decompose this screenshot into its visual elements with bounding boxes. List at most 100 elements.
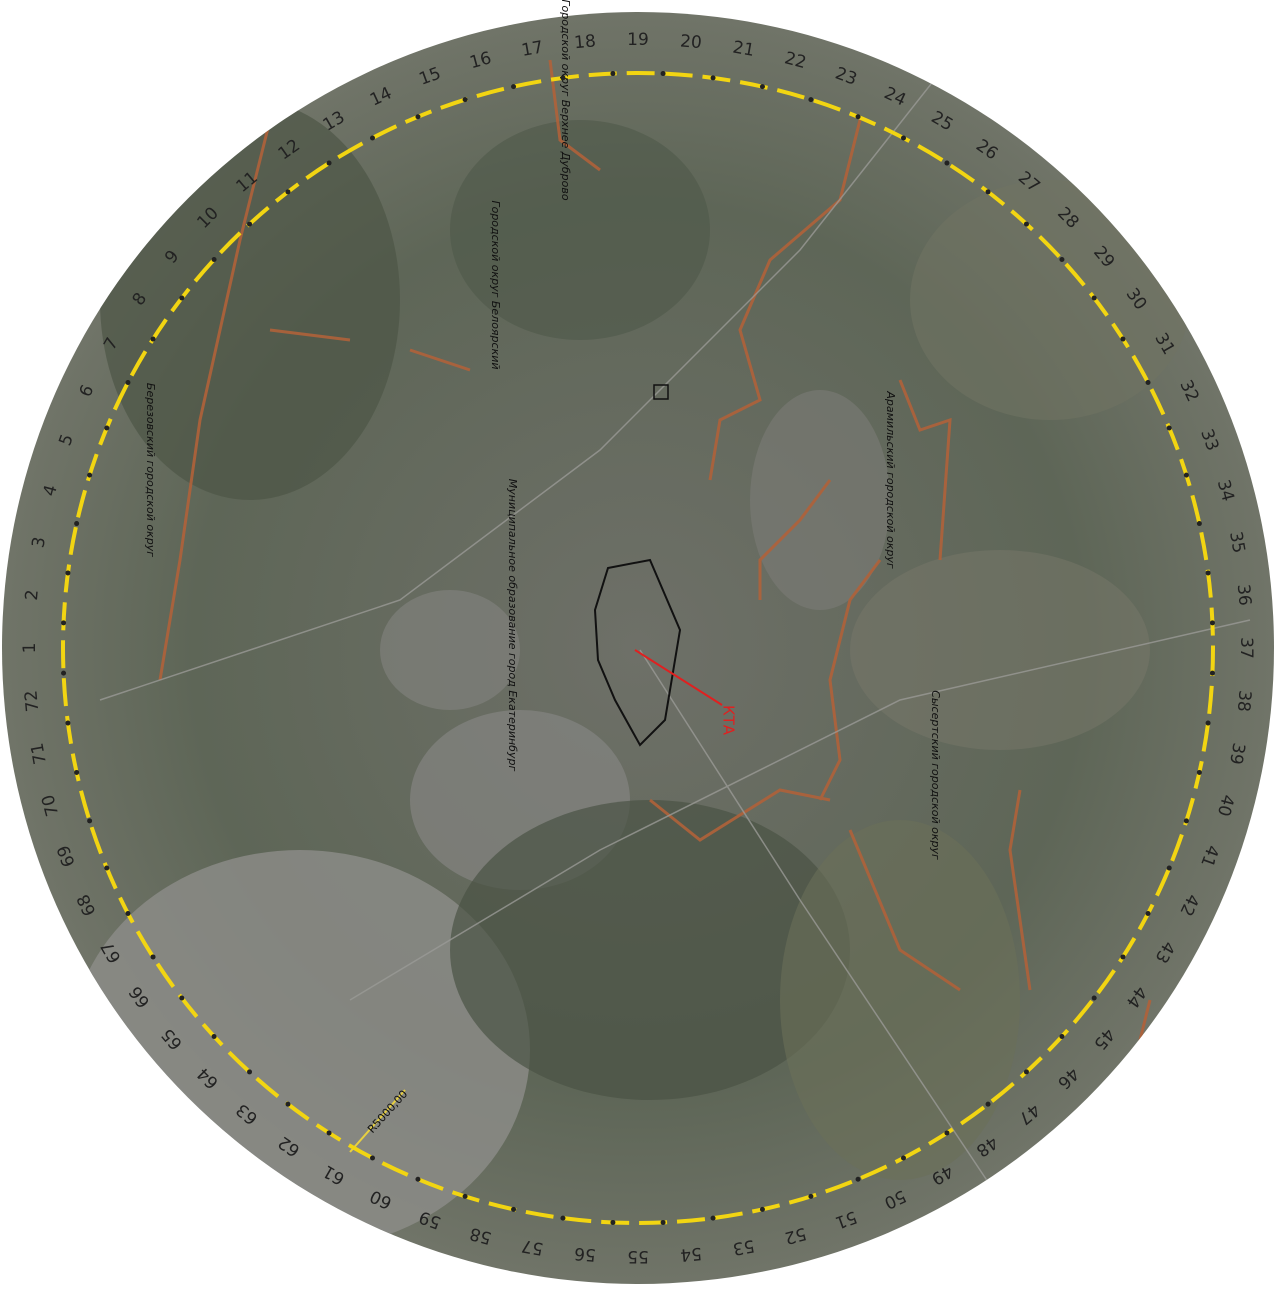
region-label: Арамильский городской округ bbox=[884, 390, 897, 568]
sector-tick bbox=[1120, 954, 1126, 960]
kta-line bbox=[634, 649, 723, 706]
sector-tick bbox=[65, 570, 71, 576]
sector-label: 54 bbox=[679, 1243, 702, 1265]
sector-tick bbox=[74, 521, 80, 527]
sector-tick bbox=[511, 1206, 517, 1212]
sector-tick bbox=[901, 1155, 907, 1161]
sector-label: 71 bbox=[28, 741, 51, 766]
sector-tick bbox=[1166, 425, 1172, 431]
sector-tick bbox=[247, 221, 253, 227]
sector-tick bbox=[150, 336, 156, 342]
sector-tick bbox=[285, 1101, 291, 1107]
sector-circle bbox=[61, 71, 1215, 1225]
sector-label: 2 bbox=[22, 589, 43, 602]
sector-tick bbox=[150, 954, 156, 960]
sector-tick bbox=[1209, 620, 1215, 626]
sector-label: 4 bbox=[40, 483, 62, 499]
sector-tick bbox=[326, 1130, 332, 1136]
sector-tick bbox=[74, 769, 80, 775]
sector-tick bbox=[1059, 257, 1065, 263]
sector-tick bbox=[560, 1215, 566, 1221]
sector-tick bbox=[511, 84, 517, 90]
sector-tick bbox=[985, 189, 991, 195]
sector-tick bbox=[1091, 995, 1097, 1001]
sector-tick bbox=[415, 114, 421, 120]
sector-tick bbox=[710, 75, 716, 81]
sector-tick bbox=[759, 1206, 765, 1212]
sector-tick bbox=[855, 1176, 861, 1182]
sector-tick bbox=[87, 818, 93, 824]
sector-tick bbox=[1120, 336, 1126, 342]
sector-label: 56 bbox=[573, 1243, 596, 1265]
region-label: Муниципальное образование город Екатерин… bbox=[506, 479, 519, 772]
region-label: Городской округ Верхнее Дуброво bbox=[559, 0, 572, 201]
sector-tick bbox=[710, 1215, 716, 1221]
sector-tick bbox=[326, 160, 332, 166]
sector-tick bbox=[660, 71, 666, 77]
sector-tick bbox=[660, 1219, 666, 1225]
sector-tick bbox=[462, 1193, 468, 1199]
sector-tick bbox=[944, 1130, 950, 1136]
sector-label: 19 bbox=[627, 30, 649, 50]
sector-label: 37 bbox=[1236, 637, 1256, 659]
sector-tick bbox=[415, 1176, 421, 1182]
sector-tick bbox=[1023, 221, 1029, 227]
sector-label: 55 bbox=[627, 1246, 649, 1266]
sector-tick bbox=[1023, 1069, 1029, 1075]
site-marker bbox=[653, 384, 669, 400]
sector-tick bbox=[759, 84, 765, 90]
sector-tick bbox=[1183, 472, 1189, 478]
sector-tick bbox=[610, 1219, 616, 1225]
sector-label: 21 bbox=[731, 38, 756, 61]
sector-tick bbox=[61, 670, 67, 676]
sector-tick bbox=[1196, 769, 1202, 775]
sector-tick bbox=[1196, 521, 1202, 527]
sector-tick bbox=[369, 135, 375, 141]
region-label: Сысертский городской округ bbox=[929, 690, 942, 860]
sector-label: 3 bbox=[28, 535, 50, 549]
sector-tick bbox=[247, 1069, 253, 1075]
sector-label: 72 bbox=[21, 689, 43, 712]
sector-label: 38 bbox=[1233, 689, 1255, 712]
sector-label: 36 bbox=[1233, 583, 1255, 606]
sector-tick bbox=[104, 865, 110, 871]
sector-tick bbox=[1145, 911, 1151, 917]
radius-line bbox=[349, 1089, 406, 1153]
sector-tick bbox=[1205, 570, 1211, 576]
sector-tick bbox=[285, 189, 291, 195]
region-label: Городской округ Белоярский bbox=[489, 200, 502, 369]
sector-label: 18 bbox=[573, 31, 596, 53]
sector-tick bbox=[125, 911, 131, 917]
sector-tick bbox=[1205, 720, 1211, 726]
sector-tick bbox=[944, 160, 950, 166]
sector-label: 1 bbox=[20, 643, 40, 654]
sector-tick bbox=[87, 472, 93, 478]
sector-label: 35 bbox=[1225, 530, 1248, 555]
sector-tick bbox=[179, 295, 185, 301]
sector-tick bbox=[179, 995, 185, 1001]
sector-tick bbox=[808, 1193, 814, 1199]
sector-tick bbox=[1183, 818, 1189, 824]
terrain bbox=[70, 59, 1251, 1250]
sector-tick bbox=[462, 97, 468, 103]
sector-label: 20 bbox=[679, 31, 702, 53]
sector-label: 57 bbox=[520, 1235, 545, 1258]
sector-tick bbox=[1091, 295, 1097, 301]
sector-tick bbox=[610, 71, 616, 77]
region-label: Березовский городской округ bbox=[144, 383, 157, 557]
sector-tick bbox=[560, 75, 566, 81]
sector-tick bbox=[855, 114, 861, 120]
sector-label: 17 bbox=[520, 38, 545, 61]
sector-tick bbox=[985, 1101, 991, 1107]
kta-label: КТА bbox=[720, 705, 738, 736]
sector-tick bbox=[61, 620, 67, 626]
sector-tick bbox=[211, 257, 217, 263]
sector-tick bbox=[211, 1033, 217, 1039]
sector-label: 39 bbox=[1225, 741, 1248, 766]
sector-tick bbox=[104, 425, 110, 431]
sector-tick bbox=[369, 1155, 375, 1161]
sector-tick bbox=[65, 720, 71, 726]
sector-tick bbox=[1145, 379, 1151, 385]
